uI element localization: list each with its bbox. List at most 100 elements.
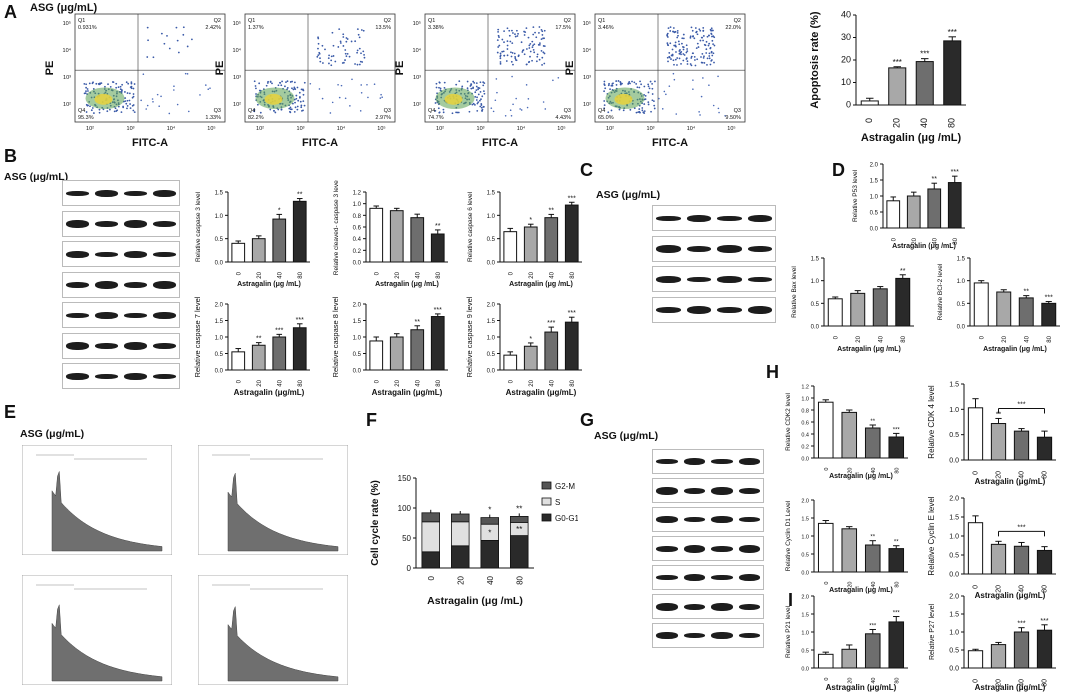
scatter-point bbox=[690, 26, 693, 29]
scatter-point bbox=[603, 80, 606, 83]
scatter-point bbox=[528, 60, 531, 63]
scatter-point bbox=[285, 81, 287, 84]
blot-band bbox=[683, 574, 705, 581]
y-tick-label: 1.0 bbox=[215, 214, 224, 220]
scatter-point bbox=[506, 44, 509, 47]
scatter-point bbox=[126, 107, 128, 110]
scatter-point bbox=[85, 83, 88, 86]
scatter-point bbox=[506, 40, 509, 43]
scatter-point bbox=[345, 55, 348, 58]
scatter-point bbox=[651, 87, 654, 90]
scatter-point bbox=[712, 52, 715, 55]
blot-band bbox=[656, 602, 678, 611]
y-tick-label: 1.5 bbox=[957, 257, 966, 263]
scatter-point bbox=[702, 77, 704, 79]
quadrant-value: 9.50% bbox=[725, 115, 741, 121]
scatter-cloud bbox=[434, 26, 560, 117]
scatter-point bbox=[470, 84, 472, 86]
scatter-point bbox=[269, 81, 272, 83]
flow-plot: Q11.37%Q213.5%Q482.2%Q32.97%10²10²10³10³… bbox=[214, 13, 396, 149]
scatter-point bbox=[680, 51, 683, 53]
scatter-point bbox=[114, 107, 117, 110]
scatter-point bbox=[712, 104, 715, 107]
blot-strip bbox=[652, 205, 776, 231]
bar bbox=[231, 242, 246, 263]
y-tick-label: 2.0 bbox=[353, 303, 362, 309]
significance-label: ** bbox=[932, 176, 938, 183]
scatter-point bbox=[615, 80, 618, 82]
scatter-point bbox=[359, 110, 362, 112]
scatter-point bbox=[434, 102, 437, 104]
scatter-point bbox=[514, 55, 517, 58]
x-tick-label: 0 bbox=[833, 335, 839, 339]
scatter-point bbox=[132, 93, 135, 95]
y-tick-label: 1.0 bbox=[949, 407, 959, 414]
scatter-point bbox=[519, 108, 521, 110]
blot-band bbox=[711, 486, 733, 495]
scatter-point bbox=[532, 49, 535, 51]
scatter-point bbox=[520, 109, 523, 111]
significance-label: *** bbox=[434, 307, 442, 314]
scatter-point bbox=[356, 28, 359, 31]
y-tick-label: 1.0 bbox=[870, 195, 879, 201]
bar bbox=[943, 40, 962, 106]
bar bbox=[906, 195, 921, 229]
panel-h-letter: H bbox=[766, 362, 779, 382]
x-axis-label: Astragalin (μg/mL) bbox=[975, 591, 1046, 600]
scatter-point bbox=[299, 100, 302, 103]
scatter-point bbox=[300, 88, 303, 91]
scatter-point bbox=[293, 87, 296, 90]
scatter-point bbox=[511, 75, 513, 78]
scatter-point bbox=[477, 101, 480, 104]
scatter-point bbox=[503, 30, 505, 33]
y-tick-label: 1.0 bbox=[801, 397, 809, 403]
scatter-point bbox=[651, 82, 653, 85]
scatter-point bbox=[619, 80, 622, 83]
scatter-point bbox=[647, 103, 650, 106]
scatter-point bbox=[362, 29, 365, 32]
scatter-point bbox=[498, 44, 501, 47]
y-axis-label: Relative Cyclin D1 Level bbox=[785, 500, 792, 571]
bar bbox=[292, 327, 307, 371]
scatter-point bbox=[291, 102, 294, 105]
scatter-point bbox=[710, 59, 713, 61]
panel-a-asg-label: ASG (μg/mL) bbox=[30, 2, 98, 14]
y-tick-label: 1.2 bbox=[353, 191, 362, 197]
scatter-point bbox=[629, 82, 631, 85]
quadrant-label: Q1 bbox=[78, 18, 85, 24]
scatter-point bbox=[470, 87, 473, 90]
scatter-point bbox=[644, 94, 647, 97]
scatter-point bbox=[552, 79, 554, 82]
y-axis-label: Relative BCl-2 level bbox=[937, 263, 944, 320]
y-tick-label: 1.5 bbox=[801, 613, 809, 619]
scatter-point bbox=[496, 51, 499, 54]
scatter-point bbox=[130, 82, 133, 85]
quadrant-label: Q2 bbox=[734, 18, 741, 24]
x-tick-label: 10⁴ bbox=[167, 125, 176, 132]
scatter-point bbox=[510, 51, 512, 54]
quadrant-value: 2.42% bbox=[205, 25, 221, 31]
bar bbox=[544, 331, 559, 371]
scatter-point bbox=[671, 54, 674, 57]
scatter-point bbox=[647, 91, 650, 94]
x-tick-label: 10² bbox=[256, 126, 264, 132]
scatter-point bbox=[629, 108, 632, 111]
scatter-point bbox=[286, 80, 289, 83]
scatter-point bbox=[109, 85, 112, 88]
significance-label: ** bbox=[894, 540, 899, 546]
scatter-point bbox=[608, 82, 610, 85]
scatter-point bbox=[342, 36, 345, 38]
quadrant-value: 82.2% bbox=[248, 115, 264, 121]
scatter-point bbox=[706, 63, 708, 66]
panel-e-letter: E bbox=[4, 402, 17, 422]
blot-strip bbox=[62, 210, 180, 237]
significance-label: ** bbox=[870, 419, 875, 425]
y-tick-label: 150 bbox=[398, 474, 412, 483]
y-tick-label: 1.0 bbox=[811, 279, 820, 285]
scatter-point bbox=[168, 47, 171, 50]
scatter-point bbox=[514, 35, 517, 38]
scatter-point bbox=[542, 45, 545, 47]
bar bbox=[292, 200, 307, 263]
scatter-point bbox=[253, 108, 256, 111]
quadrant-value: 74.7% bbox=[428, 115, 444, 121]
